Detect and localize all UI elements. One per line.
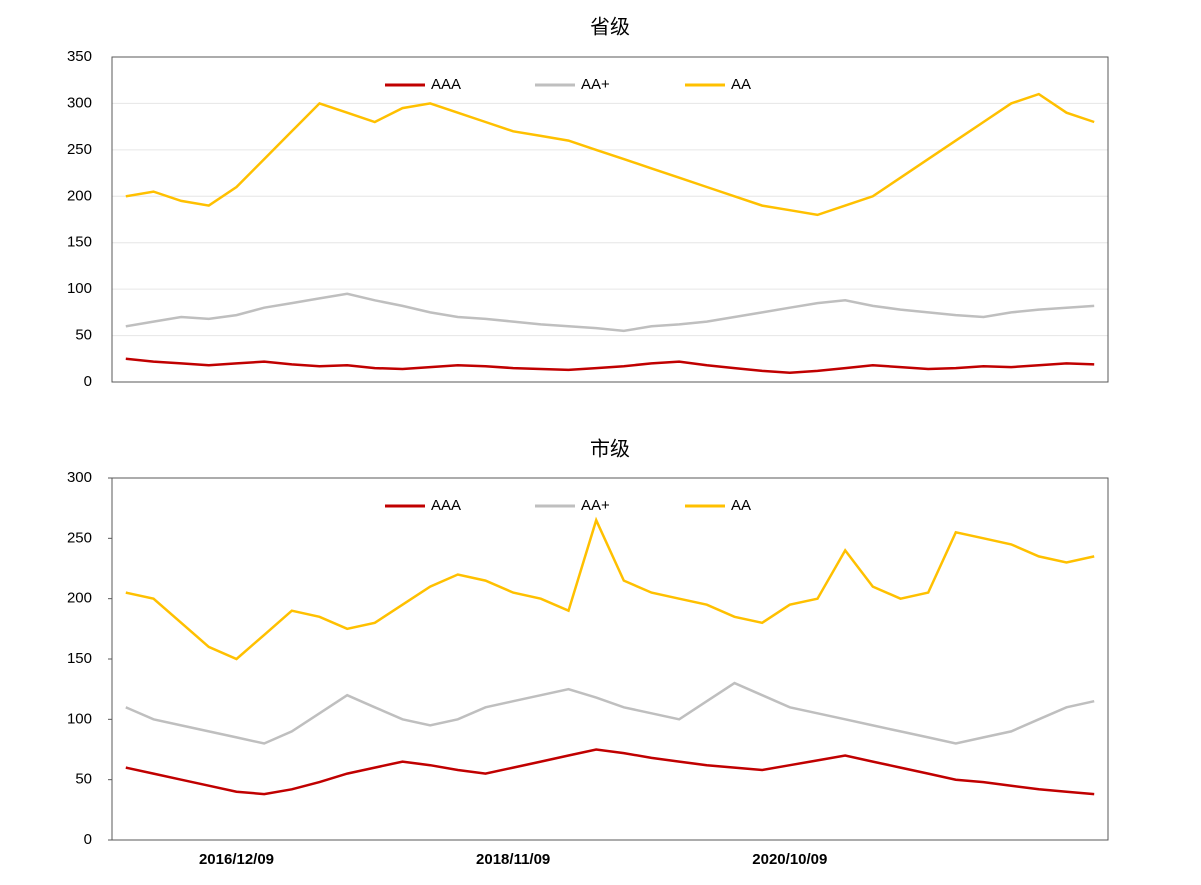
y-tick-label: 200 (67, 590, 92, 607)
legend-label: AA+ (581, 76, 610, 93)
x-tick-label: 2016/12/09 (199, 851, 274, 868)
plot-frame (111, 477, 1109, 841)
y-tick-label: 300 (67, 94, 92, 111)
y-tick-label: 250 (67, 529, 92, 546)
y-tick-label: 200 (67, 187, 92, 204)
series-line (125, 292, 1095, 333)
y-tick-label: 0 (84, 373, 92, 390)
legend-label: AA+ (581, 497, 610, 514)
legend-label: AA (731, 497, 751, 514)
y-tick-label: 250 (67, 141, 92, 158)
y-tick-label: 50 (75, 327, 92, 344)
plot-frame (111, 56, 1109, 383)
y-tick-label: 100 (67, 280, 92, 297)
x-tick-label: 2020/10/09 (752, 851, 827, 868)
chart-title: 省级 (590, 15, 630, 38)
legend-label: AAA (431, 497, 461, 514)
series-line (125, 516, 1095, 661)
y-tick-label: 150 (67, 650, 92, 667)
legend-label: AA (731, 76, 751, 93)
y-tick-label: 300 (67, 469, 92, 486)
series-line (125, 748, 1095, 796)
y-tick-label: 50 (75, 771, 92, 788)
y-tick-label: 150 (67, 234, 92, 251)
series-line (125, 357, 1095, 374)
x-tick-label: 2018/11/09 (476, 851, 550, 868)
y-tick-label: 0 (84, 831, 92, 848)
y-tick-label: 100 (67, 710, 92, 727)
series-line (125, 92, 1095, 217)
chart-title: 市级 (590, 437, 630, 460)
legend-label: AAA (431, 76, 461, 93)
y-tick-label: 350 (67, 48, 92, 65)
series-line (125, 681, 1095, 745)
